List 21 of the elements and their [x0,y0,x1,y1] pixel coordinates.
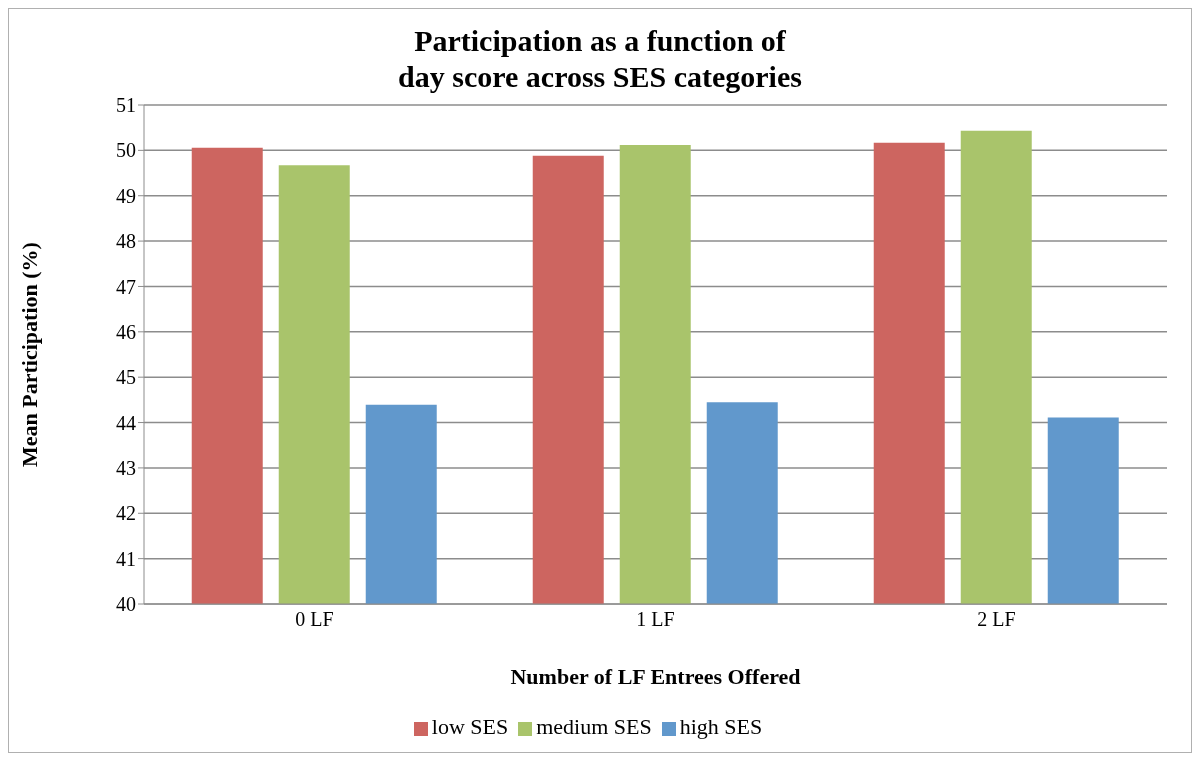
y-tick-label: 43 [116,457,136,480]
y-tick-label: 47 [116,275,136,298]
legend-label: medium SES [536,714,652,739]
y-axis-title: Mean Participation (%) [16,242,42,467]
legend-label: high SES [679,714,763,739]
y-tick-label: 40 [116,593,136,616]
y-tick-label: 46 [116,320,136,343]
chart-title: Participation as a function of day score across SES categories [397,23,803,95]
y-tick-label: 42 [116,502,136,525]
y-tick-label: 41 [116,547,136,570]
legend-label: low SES [431,714,509,739]
y-tick-label: 49 [116,184,136,207]
y-tick-label: 50 [116,139,136,162]
y-tick-label: 51 [116,94,136,117]
y-tick-label: 48 [116,230,136,253]
x-tick-label: 0 LF [295,608,334,631]
x-tick-label: 1 LF [636,608,675,631]
y-tick-label: 45 [116,366,136,389]
x-tick-label: 2 LF [977,608,1016,631]
y-tick-label: 44 [116,411,136,434]
x-axis-title: Number of LF Entrees Offered [510,664,801,689]
